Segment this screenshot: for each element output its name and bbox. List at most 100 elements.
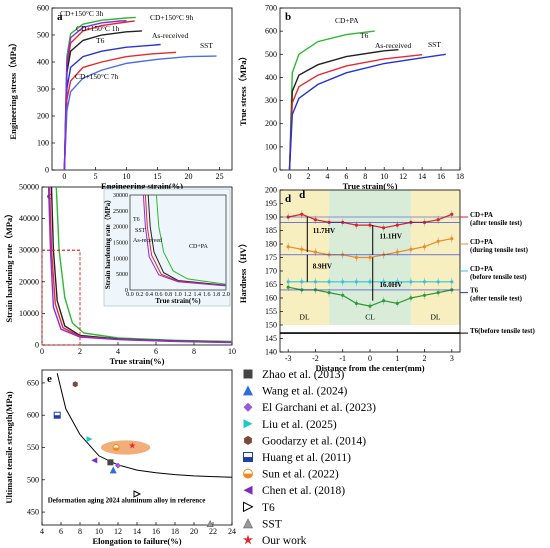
x-axis-label: True strain(%) <box>343 181 398 191</box>
x-tick-label: 2 <box>306 172 310 181</box>
zone-dl-left <box>280 190 330 325</box>
inset-x-tick-label: 1.4 <box>193 292 201 298</box>
y-tick-label: 100 <box>37 139 49 148</box>
legend-marker-triangle <box>243 385 253 396</box>
x-tick-label: 10 <box>122 172 130 181</box>
y-tick-label: 155 <box>265 307 277 316</box>
data-point <box>286 280 290 284</box>
y-tick-label: 185 <box>265 226 277 235</box>
data-point <box>395 301 399 305</box>
inset-series-line <box>155 194 227 285</box>
inset-x-tick-label: 0.0 <box>126 292 134 298</box>
y-tick-label: 500 <box>37 31 49 40</box>
data-point <box>313 250 318 254</box>
zone-label: DL <box>430 313 440 322</box>
data-point <box>368 280 372 284</box>
inset-y-tick-label: 25000 <box>113 209 128 215</box>
x-tick-label: 5 <box>93 172 97 181</box>
right-label-text: T6(before tensile test) <box>470 327 535 335</box>
data-point <box>422 280 427 284</box>
zone-label: DL <box>300 313 310 322</box>
inset-x-tick-label: 0.6 <box>155 292 163 298</box>
right-label-text: CD+PA <box>470 238 493 246</box>
inset-y-tick-label: 5000 <box>116 272 128 278</box>
data-point-square <box>107 459 114 466</box>
series-line-SST <box>63 55 217 171</box>
data-point <box>368 223 372 227</box>
data-point <box>286 285 290 289</box>
x-tick-label: 18 <box>171 527 179 536</box>
x-tick-label: 0 <box>368 354 372 363</box>
y-tick-label: 0 <box>35 341 39 350</box>
x-tick-label: 6 <box>59 527 63 536</box>
legend-marker-triangle-grey <box>243 518 253 529</box>
series-line-CD-150-C-7h <box>63 20 127 171</box>
x-tick-label: 2 <box>423 354 427 363</box>
y-tick-label: 0 <box>45 166 49 175</box>
x-tick-label: 20 <box>185 172 193 181</box>
inset-x-tick-label: 0.4 <box>145 292 153 298</box>
data-point <box>327 280 331 284</box>
legend-marker-square <box>243 369 253 379</box>
x-axis-label: Distance from the center(mm) <box>315 363 424 373</box>
legend-marker-half-circle <box>243 468 253 479</box>
y-tick-label: 600 <box>265 27 277 36</box>
data-point <box>422 293 427 297</box>
inset-background <box>103 188 231 307</box>
data-point-tri-right-open <box>133 490 142 498</box>
legend-label: T6 <box>262 502 275 514</box>
inset-frame <box>129 194 227 291</box>
data-point-triangle-grey <box>206 520 214 528</box>
legend-marker-hexagon <box>244 435 252 445</box>
data-point <box>286 245 290 249</box>
series-line-T6 <box>288 49 399 171</box>
inset-x-tick-label: 1.6 <box>203 292 211 298</box>
legend-label: Zhao et al. (2013) <box>262 369 345 381</box>
data-point <box>313 280 318 284</box>
inset-series-label: As-received <box>133 238 162 244</box>
y-tick-label: 600 <box>37 4 49 13</box>
x-tick-label: 25 <box>216 172 224 181</box>
data-point-hexagon <box>72 381 78 388</box>
inset-y-tick-label: 30000 <box>113 193 128 199</box>
data-point <box>395 223 399 227</box>
inset-series-line <box>144 194 227 287</box>
x-tick-label: 18 <box>456 172 464 181</box>
data-point <box>382 299 386 303</box>
x-tick-label: 4 <box>325 172 329 181</box>
data-point <box>450 280 454 284</box>
x-tick-label: 24 <box>228 527 236 536</box>
inset-x-tick-label: 1.8 <box>213 292 221 298</box>
right-label-text: (after tensile test) <box>470 295 523 303</box>
x-axis-label: Elongation to failure(%) <box>92 536 181 546</box>
x-tick-label: 0 <box>287 172 291 181</box>
inset-y-tick-label: 15000 <box>113 241 128 247</box>
inset-x-tick-label: 1.0 <box>174 292 182 298</box>
data-point <box>450 237 454 241</box>
x-tick-label: 8 <box>192 347 196 356</box>
legend-label: Goodarzy et al. (2014) <box>262 435 366 447</box>
series-line-CD-PA <box>288 30 375 171</box>
x-tick-label: 20 <box>190 527 198 536</box>
x-tick-label: 10 <box>228 347 236 356</box>
data-point <box>409 247 413 251</box>
y-tick-label: 200 <box>265 186 277 195</box>
data-point <box>300 212 304 216</box>
data-point <box>327 291 331 295</box>
y-tick-label: 10000 <box>19 309 39 318</box>
y-tick-label: 170 <box>265 267 277 276</box>
x-tick-label: 10 <box>380 172 388 181</box>
y-axis-label: True stress（MPa） <box>238 52 248 126</box>
data-point <box>409 296 413 300</box>
y-tick-label: 500 <box>27 475 39 484</box>
data-point <box>422 245 427 249</box>
data-point <box>382 226 386 230</box>
chart-annotation: Deformation aging 2024 aluminum alloy in… <box>48 496 206 504</box>
data-point-tri-right <box>86 436 93 443</box>
inset-y-tick-label: 10000 <box>113 256 128 262</box>
y-tick-label: 165 <box>265 280 277 289</box>
x-tick-label: 14 <box>133 527 141 536</box>
data-point <box>409 280 413 284</box>
right-label-text: (before tensile test) <box>470 273 527 281</box>
data-point <box>436 239 440 243</box>
